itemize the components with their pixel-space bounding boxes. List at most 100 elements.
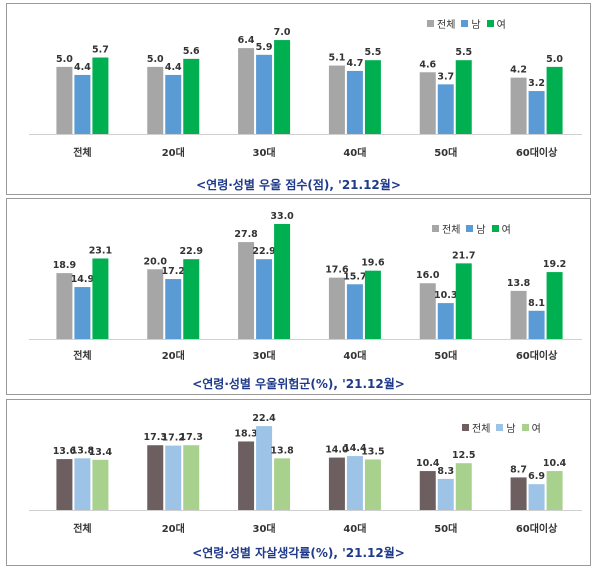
chart-title: <연령·성별 자살생각률(%), '21.12월> bbox=[192, 546, 405, 560]
category-label: 30대 bbox=[253, 349, 276, 362]
bar bbox=[56, 273, 73, 339]
category-label: 50대 bbox=[434, 146, 457, 159]
category-label: 전체 bbox=[73, 349, 91, 362]
data-label: 3.7 bbox=[437, 71, 454, 82]
bar bbox=[147, 269, 164, 339]
bar bbox=[437, 84, 454, 134]
data-label: 13.4 bbox=[89, 447, 113, 458]
category-label: 전체 bbox=[73, 522, 91, 535]
data-label: 14.9 bbox=[71, 274, 94, 285]
bar bbox=[238, 441, 255, 510]
data-label: 5.7 bbox=[92, 45, 109, 56]
data-label: 13.8 bbox=[71, 445, 95, 456]
legend-label: 여 bbox=[531, 424, 541, 435]
data-label: 6.4 bbox=[238, 35, 255, 46]
data-label: 8.1 bbox=[528, 298, 545, 309]
data-label: 5.6 bbox=[183, 46, 200, 57]
bar bbox=[510, 477, 527, 510]
data-label: 5.0 bbox=[546, 54, 563, 65]
legend-swatch bbox=[461, 20, 469, 27]
bar bbox=[165, 74, 182, 134]
data-label: 10.3 bbox=[434, 290, 457, 301]
legend-swatch bbox=[486, 20, 494, 27]
bar bbox=[528, 484, 545, 510]
category-label: 30대 bbox=[253, 146, 276, 159]
legend-item: 남 bbox=[461, 16, 481, 31]
data-label: 5.1 bbox=[328, 53, 345, 64]
bar bbox=[183, 259, 200, 339]
suicidal-ideation-chart-panel: 13.6 13.8 13.4 전체 17.3 17.2 17.3 20대 18.3 22.4 13.… bbox=[6, 399, 591, 566]
data-label: 22.9 bbox=[180, 246, 203, 257]
bar bbox=[256, 259, 273, 339]
category-label: 60대이상 bbox=[516, 349, 558, 362]
bar bbox=[546, 66, 563, 134]
category-label: 전체 bbox=[73, 146, 91, 159]
data-label: 10.4 bbox=[416, 458, 440, 469]
data-label: 5.9 bbox=[256, 42, 273, 53]
bar bbox=[74, 287, 91, 339]
legend-label: 남 bbox=[471, 20, 481, 31]
legend-item: 여 bbox=[486, 16, 506, 31]
data-label: 14.4 bbox=[343, 443, 367, 454]
category-label: 60대이상 bbox=[516, 522, 558, 535]
bar bbox=[92, 57, 109, 134]
bar bbox=[56, 66, 73, 134]
bar bbox=[364, 60, 381, 134]
bar bbox=[346, 70, 363, 134]
chart-title: <연령·성별 우울 점수(점), '21.12월> bbox=[196, 178, 401, 192]
category-label: 40대 bbox=[343, 146, 366, 159]
bar bbox=[274, 223, 291, 339]
data-label: 4.6 bbox=[419, 59, 436, 70]
data-label: 4.7 bbox=[346, 58, 363, 69]
legend-label: 전체 bbox=[442, 225, 461, 236]
chart-legend: 전체 남 여 bbox=[432, 221, 511, 236]
data-label: 15.7 bbox=[343, 271, 366, 282]
category-label: 20대 bbox=[162, 522, 185, 535]
data-label: 22.4 bbox=[252, 413, 276, 424]
legend-item: 전체 bbox=[427, 16, 455, 31]
bar bbox=[147, 66, 164, 134]
category-label: 40대 bbox=[343, 522, 366, 535]
data-label: 5.0 bbox=[147, 54, 164, 65]
category-label: 60대이상 bbox=[516, 146, 558, 159]
data-label: 4.4 bbox=[165, 62, 182, 73]
bar bbox=[546, 471, 563, 510]
legend-label: 전체 bbox=[437, 20, 456, 31]
data-label: 17.2 bbox=[162, 433, 185, 444]
bar bbox=[256, 426, 273, 510]
data-label: 5.5 bbox=[455, 47, 472, 58]
bar bbox=[165, 445, 182, 510]
depression-score-chart-panel: 5.0 4.4 5.7 전체 5.0 4.4 5.6 20대 6.4 5.9 7.0 30대 5.1 4.… bbox=[6, 3, 591, 195]
data-label: 21.7 bbox=[452, 250, 475, 261]
data-label: 16.0 bbox=[416, 270, 440, 281]
legend-item: 여 bbox=[491, 221, 511, 236]
data-label: 8.7 bbox=[510, 464, 527, 475]
data-label: 13.6 bbox=[53, 446, 77, 457]
bar bbox=[183, 445, 200, 510]
legend-label: 남 bbox=[476, 225, 486, 236]
legend-swatch bbox=[427, 20, 434, 27]
legend-item: 남 bbox=[466, 221, 486, 236]
bar bbox=[437, 303, 454, 339]
bar bbox=[364, 270, 381, 339]
suicidal-ideation-chart: 13.613.813.4전체17.317.217.320대18.322.413.… bbox=[29, 413, 582, 535]
bar bbox=[256, 54, 273, 134]
legend-swatch bbox=[521, 424, 529, 431]
chart-legend: 전체 남 여 bbox=[462, 420, 541, 435]
data-label: 17.2 bbox=[162, 266, 185, 277]
bar bbox=[328, 277, 345, 339]
data-label: 5.0 bbox=[56, 54, 73, 65]
legend-label: 남 bbox=[506, 424, 516, 435]
data-label: 17.3 bbox=[144, 432, 167, 443]
bar bbox=[274, 458, 291, 510]
category-label: 20대 bbox=[162, 349, 185, 362]
bar bbox=[510, 77, 527, 134]
bar bbox=[528, 91, 545, 134]
bar bbox=[346, 456, 363, 510]
legend-item: 전체 bbox=[432, 221, 460, 236]
bar bbox=[274, 40, 291, 135]
legend-swatch bbox=[462, 424, 469, 431]
depression-risk-chart: 18.9 14.9 23.1 전체 20.017.2 22.9 20대 27.8 22.9 33.… bbox=[29, 211, 582, 362]
depression-risk-chart-panel: 18.9 14.9 23.1 전체 20.0 17.2 22.9 20대 27.8 22.9 33.… bbox=[6, 198, 591, 395]
